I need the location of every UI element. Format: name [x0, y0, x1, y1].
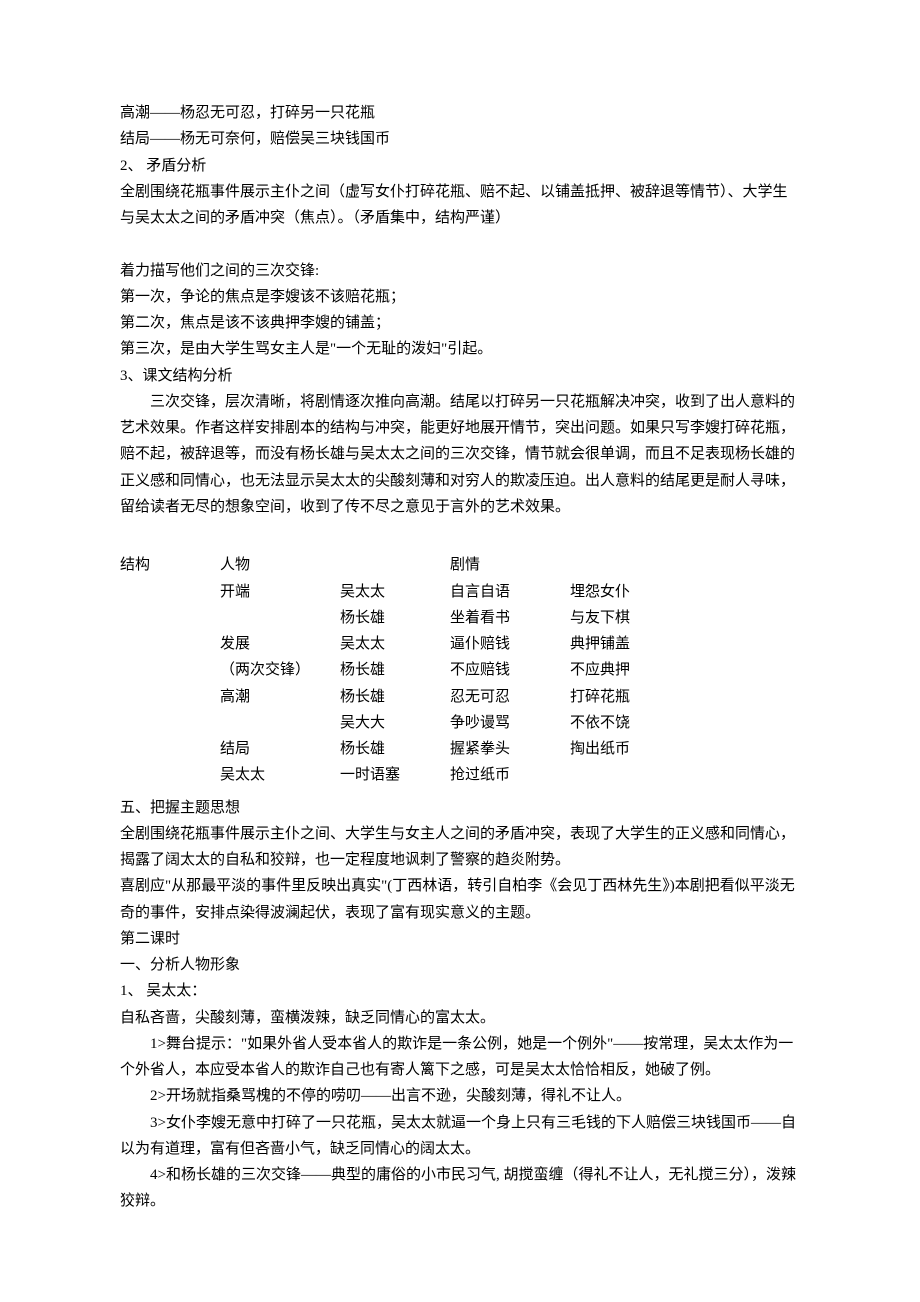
para-theme-1: 全剧围绕花瓶事件展示主仆之间、大学生与女主人之间的矛盾冲突，表现了大学生的正义感…	[120, 821, 800, 874]
para-wu-1: 1>舞台提示："如果外省人受本省人的欺诈是一条公例，她是一个例外"——按常理，吴…	[120, 1031, 800, 1084]
document-page: 高潮——杨忍无可忍，打碎另一只花瓶 结局——杨无可奈何，赔偿吴三块钱国币 2、 …	[0, 0, 920, 1295]
heading-conflict: 2、 矛盾分析	[120, 153, 800, 179]
th-blank2	[570, 552, 690, 578]
table-row: 杨长雄 坐着看书 与友下棋	[120, 605, 800, 631]
table-row: 吴大大 争吵谩骂 不依不饶	[120, 710, 800, 736]
table-row: （两次交锋） 杨长雄 不应赔钱 不应典押	[120, 657, 800, 683]
para-ending: 结局——杨无可奈何，赔偿吴三块钱国币	[120, 126, 800, 152]
structure-table: 结构 人物 剧情 开端 吴太太 自言自语 埋怨女仆 杨长雄 坐着看书 与友下棋 …	[120, 552, 800, 788]
para-wu-4: 4>和杨长雄的三次交锋——典型的庸俗的小市民习气, 胡搅蛮缠（得礼不让人，无礼搅…	[120, 1162, 800, 1215]
th-plot: 剧情	[450, 552, 570, 578]
heading-structure: 3、课文结构分析	[120, 363, 800, 389]
blank-line-2	[120, 520, 800, 546]
th-blank	[340, 552, 450, 578]
heading-theme: 五、把握主题思想	[120, 795, 800, 821]
para-three-clashes: 着力描写他们之间的三次交锋:	[120, 258, 800, 284]
para-climax: 高潮——杨忍无可忍，打碎另一只花瓶	[120, 100, 800, 126]
para-wu-3: 3>女仆李嫂无意中打碎了一只花瓶，吴太太就逼一个身上只有三毛钱的下人赔偿三块钱国…	[120, 1110, 800, 1163]
para-clash-1: 第一次，争论的焦点是李嫂该不该赔花瓶；	[120, 284, 800, 310]
table-header: 结构 人物 剧情	[120, 552, 800, 578]
para-wu-2: 2>开场就指桑骂槐的不停的唠叨——出言不逊，尖酸刻薄，得礼不让人。	[120, 1083, 800, 1109]
para-theme-2: 喜剧应"从那最平淡的事件里反映出真实"(丁西林语，转引自柏李《会见丁西林先生》)…	[120, 873, 800, 926]
para-clash-3: 第三次，是由大学生骂女主人是"一个无耻的泼妇"引起。	[120, 336, 800, 362]
table-row: 发展 吴太太 逼仆赔钱 典押铺盖	[120, 631, 800, 657]
heading-wu: 1、 吴太太：	[120, 978, 800, 1004]
para-structure-analysis: 三次交锋，层次清晰，将剧情逐次推向高潮。结尾以打碎另一只花瓶解决冲突，收到了出人…	[120, 389, 800, 520]
blank-line	[120, 231, 800, 257]
para-wu-desc: 自私吝啬，尖酸刻薄，蛮横泼辣，缺乏同情心的富太太。	[120, 1005, 800, 1031]
table-row: 高潮 杨长雄 忍无可忍 打碎花瓶	[120, 684, 800, 710]
para-conflict-desc: 全剧围绕花瓶事件展示主仆之间（虚写女仆打碎花瓶、赔不起、以铺盖抵押、被辞退等情节…	[120, 179, 800, 232]
th-character: 人物	[220, 552, 340, 578]
heading-characters: 一、分析人物形象	[120, 952, 800, 978]
table-row: 吴太太 一时语塞 抢过纸币	[120, 762, 800, 788]
para-clash-2: 第二次，焦点是该不该典押李嫂的铺盖；	[120, 310, 800, 336]
heading-lesson2: 第二课时	[120, 926, 800, 952]
table-row: 开端 吴太太 自言自语 埋怨女仆	[120, 579, 800, 605]
th-structure: 结构	[120, 552, 220, 578]
table-row: 结局 杨长雄 握紧拳头 掏出纸币	[120, 736, 800, 762]
